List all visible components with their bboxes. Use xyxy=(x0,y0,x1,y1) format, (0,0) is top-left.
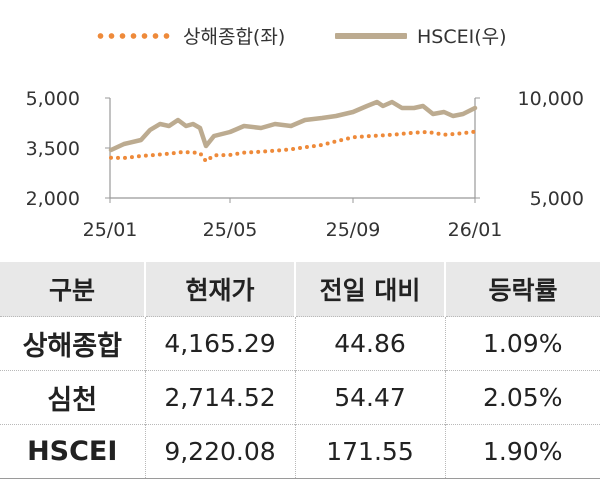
row-change: 44.86 xyxy=(295,316,446,371)
x-tick-label: 26/01 xyxy=(448,219,503,241)
row-change: 54.47 xyxy=(295,370,446,425)
table-header-row: 구분 현재가 전일 대비 등락률 xyxy=(0,262,600,317)
header-change-rate: 등락률 xyxy=(445,262,600,317)
series-line-hscei xyxy=(108,99,478,153)
row-price: 2,714.52 xyxy=(145,370,296,425)
line-chart: 2,000 3,500 5,000 5,000 10,000 25/01 25/05 25/0… xyxy=(26,88,584,241)
row-change-rate: 2.05% xyxy=(445,370,600,425)
row-change: 171.55 xyxy=(295,424,446,479)
y-left-tick-label: 5,000 xyxy=(26,88,80,110)
table-row: HSCEI 9,220.08 171.55 1.90% xyxy=(0,424,600,479)
series-line-shanghai xyxy=(109,129,477,164)
y-left-tick-label: 2,000 xyxy=(26,188,80,210)
legend-swatch-solid xyxy=(335,32,407,39)
legend-item-hscei: HSCEI(우) xyxy=(335,22,507,49)
header-category: 구분 xyxy=(0,262,146,317)
row-name: HSCEI xyxy=(0,424,146,479)
y-right-tick-label: 5,000 xyxy=(530,188,584,210)
legend-label-hscei: HSCEI(우) xyxy=(417,26,507,48)
header-change: 전일 대비 xyxy=(295,262,446,317)
y-left-tick-label: 3,500 xyxy=(26,138,80,160)
chart-legend: 상해종합(좌) HSCEI(우) xyxy=(0,22,600,58)
legend-swatch-dotted xyxy=(95,32,173,39)
table-row: 심천 2,714.52 54.47 2.05% xyxy=(0,370,600,425)
y-right-tick-label: 10,000 xyxy=(518,88,584,110)
x-tick-label: 25/09 xyxy=(326,219,381,241)
header-price: 현재가 xyxy=(145,262,296,317)
table-row: 상해종합 4,165.29 44.86 1.09% xyxy=(0,316,600,371)
quote-table: 구분 현재가 전일 대비 등락률 상해종합 4,165.29 44.86 1.0… xyxy=(0,262,600,479)
row-name: 심천 xyxy=(0,370,146,425)
row-change-rate: 1.90% xyxy=(445,424,600,479)
x-tick-label: 25/01 xyxy=(83,219,138,241)
legend-item-shanghai: 상해종합(좌) xyxy=(95,22,285,49)
row-price: 9,220.08 xyxy=(145,424,296,479)
row-name: 상해종합 xyxy=(0,316,146,371)
legend-label-shanghai: 상해종합(좌) xyxy=(183,26,286,48)
x-tick-label: 25/05 xyxy=(203,219,258,241)
row-price: 4,165.29 xyxy=(145,316,296,371)
row-change-rate: 1.09% xyxy=(445,316,600,371)
